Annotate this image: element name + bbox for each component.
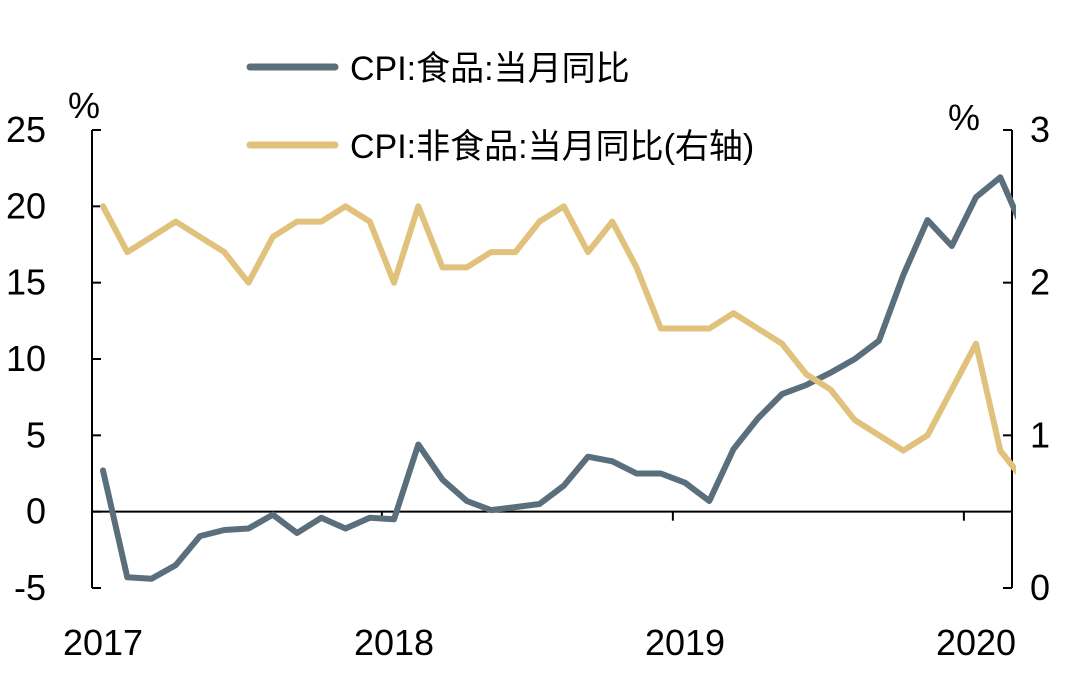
x-tick-label: 2019 <box>645 622 725 663</box>
left-tick-label: 10 <box>6 338 46 379</box>
left-tick-label: 5 <box>26 414 46 455</box>
x-tick-label: 2020 <box>936 622 1016 663</box>
x-tick-label: 2017 <box>63 622 143 663</box>
right-tick-label: 3 <box>1030 109 1050 150</box>
left-tick-label: 25 <box>6 109 46 150</box>
left-axis-unit: % <box>68 85 100 126</box>
series-layer <box>100 174 1016 582</box>
right-tick-label: 0 <box>1030 567 1050 608</box>
series-line-food <box>100 174 1016 582</box>
series-line-nonfood <box>100 203 1016 476</box>
legend-label-food: CPI:食品:当月同比 <box>350 50 630 88</box>
left-tick-label: 0 <box>26 491 46 532</box>
legend: CPI:食品:当月同比 CPI:非食品:当月同比(右轴) <box>246 50 754 166</box>
right-axis-unit: % <box>948 97 980 138</box>
legend-label-nonfood: CPI:非食品:当月同比(右轴) <box>350 128 754 166</box>
right-tick-label: 1 <box>1030 414 1050 455</box>
left-tick-label: 15 <box>6 262 46 303</box>
x-tick-label: 2018 <box>354 622 434 663</box>
left-tick-label: 20 <box>6 185 46 226</box>
right-tick-label: 2 <box>1030 262 1050 303</box>
left-tick-label: -5 <box>14 567 46 608</box>
